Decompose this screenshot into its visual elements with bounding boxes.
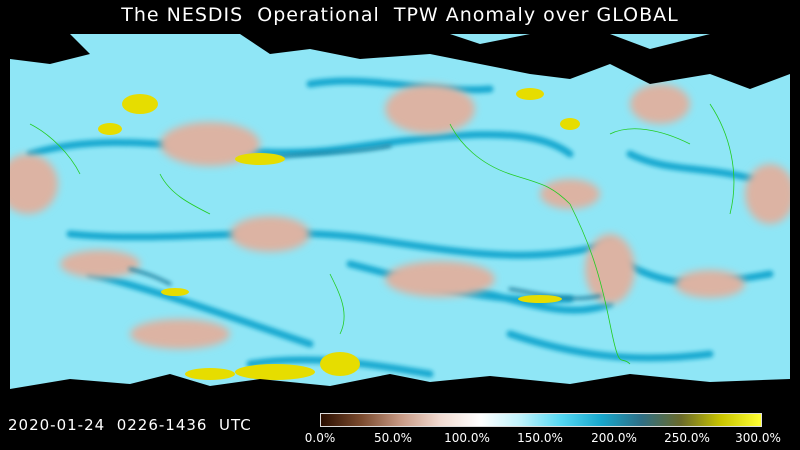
- colorbar-tick-250: 250.0%: [664, 431, 710, 445]
- colorbar-tick-300: 300.0%: [735, 431, 781, 445]
- land-mask: [10, 34, 790, 406]
- colorbar-ticks: 0.0% 50.0% 100.0% 150.0% 200.0% 250.0% 3…: [0, 431, 800, 447]
- wet-anomaly-bands: [26, 77, 774, 378]
- coastlines: [29, 103, 735, 365]
- colorbar-tick-0: 0.0%: [304, 431, 336, 445]
- colorbar: [320, 413, 762, 427]
- colorbar-tick-200: 200.0%: [591, 431, 637, 445]
- dry-anomaly-patches: [10, 84, 790, 349]
- time-range-label: 2020-01-24 0226-1436 UTC: [8, 416, 252, 434]
- colorbar-tick-100: 100.0%: [444, 431, 490, 445]
- tpw-anomaly-map: [10, 34, 790, 406]
- colorbar-tick-50: 50.0%: [373, 431, 413, 445]
- extreme-anomaly-patches: [98, 88, 580, 380]
- map-title: The NESDIS Operational TPW Anomaly over …: [121, 4, 679, 26]
- colorbar-tick-150: 150.0%: [517, 431, 563, 445]
